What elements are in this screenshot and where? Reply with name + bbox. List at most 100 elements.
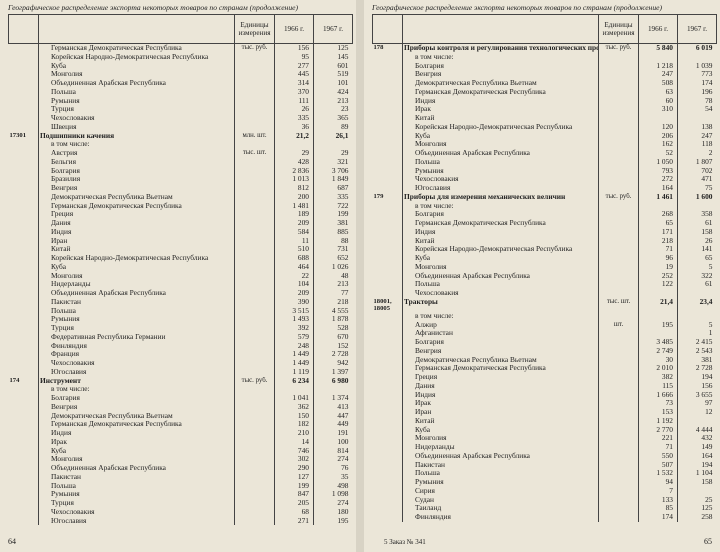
row-unit [234, 315, 275, 324]
row-code [372, 219, 403, 228]
table-row: Китай [372, 114, 717, 123]
value-1967: 35 [341, 472, 349, 481]
row-name: Греция [38, 210, 235, 219]
table-row: Германская Демократическая Республика 63 1… [372, 87, 717, 97]
row-unit [598, 381, 639, 391]
row-name: Чехословакия [38, 114, 235, 123]
value-1966: 14 [274, 437, 314, 447]
row-code [8, 332, 39, 342]
value-1966: 85 [638, 504, 678, 513]
value-1966: 392 [274, 324, 314, 333]
value-1966 [274, 385, 314, 394]
row-name: Германская Демократическая Республика [402, 364, 599, 373]
row-unit [234, 140, 275, 149]
row-name: Польша [402, 469, 599, 478]
table-row: 18001, 18005 Тракторы тыс. шт. 21,4 23,4 [372, 297, 717, 312]
row-name: Югославия [38, 367, 235, 377]
value-1967: 78 [705, 96, 713, 105]
row-name: Финляндия [402, 513, 599, 522]
table-row: Дания 115 156 [372, 381, 717, 391]
value-1967: 1 807 [695, 157, 713, 166]
row-name: Польша [38, 306, 235, 316]
row-name: Венгрия [38, 402, 235, 412]
table-row: Турция 205 274 [8, 499, 353, 508]
row-name: Индия [402, 227, 599, 237]
row-code [372, 140, 403, 149]
value-1967 [678, 289, 717, 298]
value-1967: 670 [337, 332, 349, 341]
value-1967: 174 [701, 79, 713, 87]
value-1967: 6 980 [331, 376, 349, 385]
value-1967: 424 [337, 87, 349, 96]
row-unit [598, 495, 639, 505]
row-unit [234, 420, 275, 429]
row-code [372, 245, 403, 254]
row-name: Алжир [402, 320, 599, 330]
value-1966: 120 [638, 122, 678, 132]
row-name: Болгария [38, 166, 235, 176]
row-unit [234, 210, 275, 219]
row-code [372, 122, 403, 132]
row-unit [234, 280, 275, 289]
value-1967: 1 849 [331, 175, 349, 184]
row-unit [598, 451, 639, 461]
header-cell [372, 14, 403, 44]
value-1966: 1 013 [274, 175, 314, 184]
value-1966: 95 [274, 52, 314, 62]
value-1966: 1 449 [274, 350, 314, 359]
value-1966: 3 515 [274, 306, 314, 316]
value-1967: 432 [701, 434, 713, 443]
value-1966: 209 [274, 289, 314, 298]
value-1967: 335 [337, 192, 349, 201]
value-1966: 127 [274, 472, 314, 482]
row-code [8, 166, 39, 176]
value-1967: 100 [337, 437, 349, 446]
row-unit [234, 490, 275, 499]
row-code [372, 513, 403, 522]
value-1966: 2 010 [638, 364, 678, 373]
row-code: 179 [372, 192, 403, 202]
value-1966: 30 [638, 355, 678, 365]
value-1967: 180 [337, 507, 349, 516]
table-row: Чехословакия 335 365 [8, 114, 353, 123]
row-unit [598, 504, 639, 513]
table-row: Судан 133 25 [372, 495, 717, 505]
row-unit [598, 416, 639, 426]
value-1967: 2 543 [695, 346, 713, 355]
table-row: Австрия тыс. шт. 29 29 [8, 149, 353, 158]
table-row: Нидерланды 104 213 [8, 280, 353, 289]
value-1967: 365 [337, 114, 349, 122]
value-1967: 471 [701, 175, 713, 184]
row-code [8, 254, 39, 263]
table-row: Франция 1 449 2 728 [8, 350, 353, 359]
row-unit [234, 341, 275, 351]
row-code [372, 504, 403, 513]
row-unit [234, 79, 275, 88]
row-unit [598, 280, 639, 289]
row-code [372, 79, 403, 88]
row-code [372, 364, 403, 373]
value-1967: 12 [705, 408, 713, 416]
row-code [8, 52, 39, 62]
value-1966: 290 [274, 464, 314, 473]
row-name: Китай [38, 245, 235, 254]
table-row: Швеция 36 89 [8, 122, 353, 132]
row-unit [598, 61, 639, 71]
value-1966: 21,2 [274, 131, 314, 141]
row-name: Турция [38, 499, 235, 508]
table-row: Афганистан 1 [372, 329, 717, 338]
row-name: Сирия [402, 486, 599, 496]
value-1967: 274 [337, 499, 349, 507]
table-row: 179 Приборы для измерения механических ве… [372, 192, 717, 202]
value-1967: 652 [337, 254, 349, 262]
table-row: Нидерланды 71 149 [372, 443, 717, 452]
page-header: Географическое распределение экспорта не… [8, 3, 299, 12]
table-row: Пакистан 127 35 [8, 472, 353, 482]
table-row: Китай 218 26 [372, 236, 717, 246]
row-code [372, 373, 403, 382]
value-1967: 4 444 [695, 425, 713, 434]
row-name: Германская Демократическая Республика [38, 43, 235, 53]
row-unit [598, 219, 639, 228]
row-code [8, 87, 39, 97]
row-code [372, 271, 403, 281]
